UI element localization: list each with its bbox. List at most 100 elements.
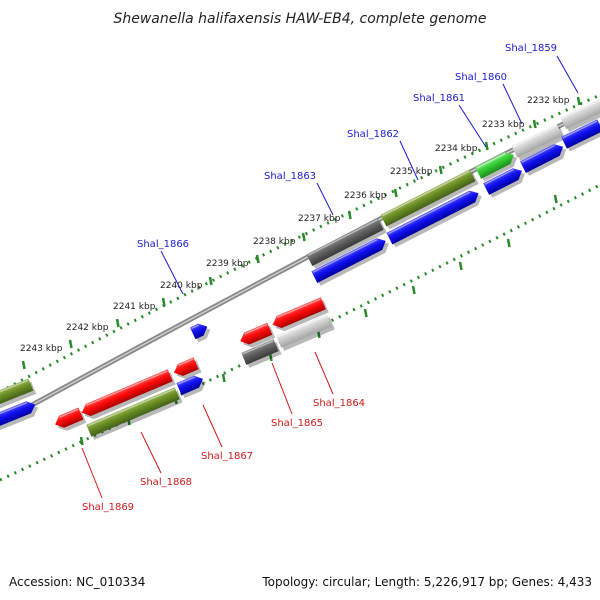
scale-label: 2233 kbp	[482, 120, 525, 130]
scale-tick	[161, 297, 166, 307]
gene-feature-blue[interactable]	[0, 398, 41, 433]
gene-feature-body	[81, 369, 173, 417]
scale-tick	[115, 318, 120, 328]
scale-tick	[208, 276, 213, 286]
gene-label-bottom[interactable]: Shal_1864	[313, 398, 365, 409]
gene-label-bottom[interactable]: Shal_1867	[201, 451, 253, 462]
gene-feature-highlight	[312, 238, 378, 273]
gene-label-bottom[interactable]: Shal_1865	[271, 418, 323, 429]
gene-feature-olive[interactable]	[0, 378, 37, 411]
gene-feature-body	[276, 314, 332, 348]
gene-feature-blue[interactable]	[561, 119, 600, 152]
accession-text: Accession: NC_010334	[9, 575, 145, 589]
scale-tick	[506, 238, 511, 248]
gene-feature-blue[interactable]	[520, 140, 569, 176]
scale-tick	[484, 141, 489, 151]
scale-tick	[458, 261, 463, 271]
gene-feature-dgray[interactable]	[241, 339, 282, 369]
gene-feature-highlight	[521, 144, 555, 163]
gene-feature-highlight	[484, 168, 514, 185]
gene-feature-highlight	[512, 125, 557, 148]
top-leader-lines	[160, 55, 579, 295]
gene-label-bottom[interactable]: Shal_1869	[82, 502, 134, 513]
gene-feature-body	[306, 218, 384, 266]
gene-feature-highlight	[242, 340, 274, 355]
gene-feature-green[interactable]	[475, 148, 520, 182]
scale-tick	[21, 360, 26, 370]
gene-feature-body	[190, 323, 208, 340]
scale-tick	[221, 373, 226, 383]
scale-ruler-outer	[0, 93, 600, 394]
gene-feature-blue[interactable]	[483, 164, 528, 198]
gene-feature-body	[240, 322, 273, 345]
gene-feature-highlight	[178, 358, 194, 367]
leader-line	[81, 447, 103, 499]
scale-label: 2234 kbp	[435, 144, 478, 154]
gene-feature-lgray[interactable]	[276, 314, 335, 352]
gene-feature-body	[241, 339, 279, 365]
gene-feature-olive[interactable]	[380, 169, 479, 230]
gene-feature-highlight	[0, 379, 29, 398]
gene-label-top[interactable]: Shal_1860	[455, 72, 507, 83]
gene-feature-red[interactable]	[53, 407, 87, 434]
gene-feature-body	[0, 378, 34, 408]
gene-feature-red[interactable]	[270, 297, 329, 335]
gene-features	[0, 96, 600, 440]
scale-label: 2236 kbp	[344, 191, 387, 201]
gene-label-top[interactable]: Shal_1863	[264, 171, 316, 182]
leader-line	[160, 250, 184, 295]
gene-feature-body	[311, 238, 386, 283]
gene-feature-highlight	[87, 388, 175, 427]
leader-line	[140, 431, 162, 474]
gene-feature-highlight	[276, 298, 321, 319]
gene-feature-dgray[interactable]	[306, 217, 387, 269]
gene-feature-highlight	[476, 152, 506, 169]
gene-feature-body	[0, 401, 36, 430]
scale-tick	[576, 96, 581, 106]
leader-line	[202, 404, 223, 448]
gene-feature-body	[272, 297, 326, 328]
gene-label-top[interactable]: Shal_1859	[505, 43, 557, 54]
gene-feature-body	[173, 357, 199, 376]
gene-feature-highlight	[244, 323, 268, 335]
scale-label: 2242 kbp	[66, 323, 109, 333]
gene-feature-body	[86, 387, 180, 437]
gene-label-top[interactable]: Shal_1861	[413, 93, 465, 104]
scale-tick	[411, 285, 416, 295]
gene-feature-olive[interactable]	[86, 387, 183, 441]
gene-feature-red[interactable]	[238, 322, 276, 351]
gene-label-top[interactable]: Shal_1862	[347, 129, 399, 140]
leader-line	[458, 104, 487, 148]
gene-feature-red[interactable]	[171, 357, 202, 383]
leader-line	[399, 140, 419, 181]
gene-label-bottom[interactable]: Shal_1868	[140, 477, 192, 488]
gene-feature-body	[380, 169, 476, 227]
gene-feature-highlight	[86, 370, 168, 407]
scale-label: 2243 kbp	[20, 344, 63, 354]
genome-backbone-highlight	[0, 104, 600, 424]
scale-tick	[553, 194, 558, 204]
scale-label: 2241 kbp	[113, 302, 156, 312]
scale-label: 2235 kbp	[390, 167, 433, 177]
leader-line	[314, 351, 334, 395]
gene-feature-blue[interactable]	[176, 372, 208, 399]
gene-feature-blue[interactable]	[386, 187, 484, 248]
gene-feature-lgray[interactable]	[511, 124, 566, 162]
gene-feature-highlight	[59, 408, 79, 418]
scale-tick	[532, 119, 537, 129]
gene-feature-body	[520, 144, 564, 174]
gene-feature-blue[interactable]	[190, 320, 213, 343]
gene-feature-highlight	[387, 191, 471, 235]
gene-feature-highlight	[191, 324, 200, 330]
gene-feature-red[interactable]	[79, 369, 176, 423]
gene-feature-body	[561, 119, 600, 149]
gene-feature-lgray[interactable]	[560, 96, 600, 133]
gene-feature-highlight	[562, 120, 598, 139]
gene-label-top[interactable]: Shal_1866	[137, 239, 189, 250]
scale-tick	[301, 232, 306, 242]
gene-feature-highlight	[381, 170, 470, 217]
gene-feature-body	[483, 168, 522, 195]
gene-feature-blue[interactable]	[311, 234, 391, 286]
scale-label: 2239 kbp	[206, 259, 249, 269]
